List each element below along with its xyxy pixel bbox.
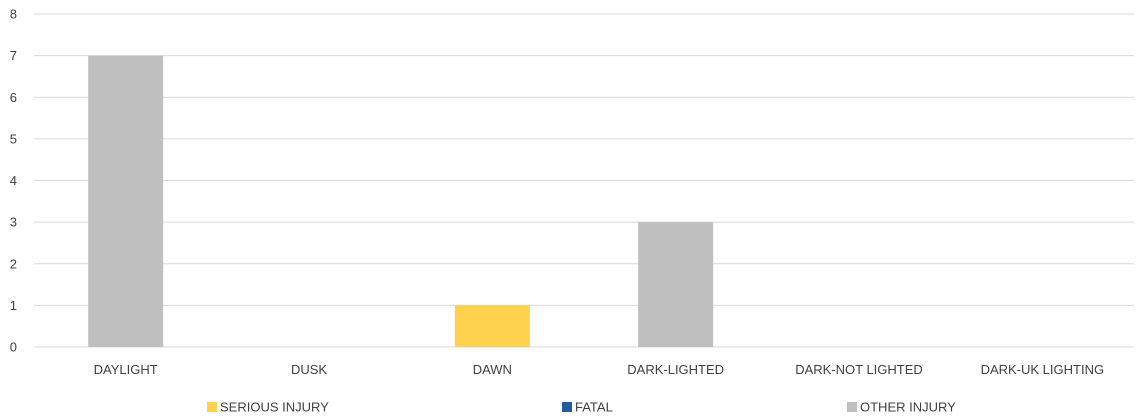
y-tick-label: 0 [10, 340, 17, 355]
gridlines [34, 13, 1134, 348]
bar-dark-lighted-other-injury [638, 222, 714, 347]
legend-label: OTHER INJURY [860, 400, 956, 415]
bar-daylight-other-injury [88, 55, 164, 347]
y-tick-label: 5 [10, 131, 17, 146]
y-tick-label: 2 [10, 256, 17, 271]
x-category-label: DARK-UK LIGHTING [981, 362, 1105, 377]
legend-label: FATAL [575, 400, 613, 415]
x-category-label: DAYLIGHT [94, 362, 158, 377]
x-category-label: DARK-LIGHTED [627, 362, 724, 377]
y-tick-label: 6 [10, 90, 17, 105]
y-tick-label: 4 [10, 173, 17, 188]
bars [88, 55, 714, 347]
y-tick-label: 3 [10, 215, 17, 230]
bar-dawn-serious-injury [454, 305, 530, 347]
legend-swatch [562, 402, 572, 412]
x-category-label: DUSK [291, 362, 327, 377]
y-axis-tick-labels: 0 1 2 3 4 5 6 7 8 [10, 7, 17, 355]
legend: SERIOUS INJURY FATAL OTHER INJURY [207, 400, 956, 415]
y-tick-label: 7 [10, 48, 17, 63]
y-tick-label: 1 [10, 298, 17, 313]
legend-label: SERIOUS INJURY [220, 400, 329, 415]
legend-swatch [847, 402, 857, 412]
y-tick-label: 8 [10, 7, 17, 22]
x-category-label: DARK-NOT LIGHTED [795, 362, 923, 377]
legend-swatch [207, 402, 217, 412]
x-axis-category-labels: DAYLIGHT DUSK DAWN DARK-LIGHTED DARK-NOT LIG… [94, 362, 1104, 377]
x-category-label: DAWN [473, 362, 512, 377]
